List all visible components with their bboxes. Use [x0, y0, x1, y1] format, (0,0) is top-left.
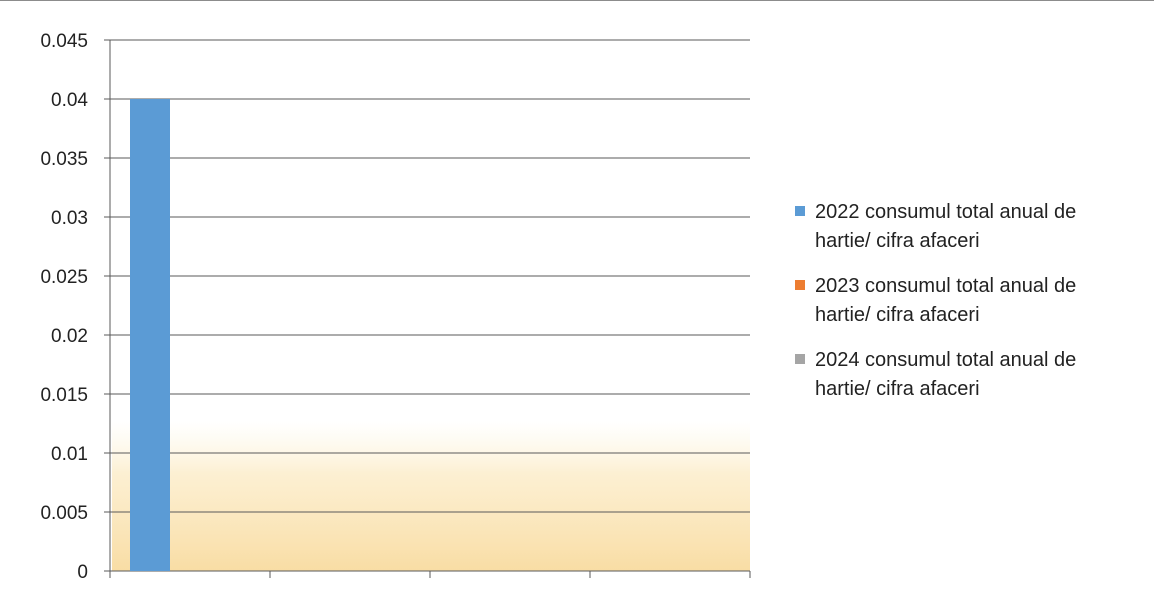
y-tick-label: 0.02: [51, 326, 88, 347]
legend-item-2024: 2024 consumul total anual de hartie/ cif…: [793, 346, 1133, 404]
bars: [130, 99, 170, 571]
legend-swatch-2022: [795, 206, 805, 216]
y-tick-label: 0.03: [51, 208, 88, 229]
legend-item-2023: 2023 consumul total anual de hartie/ cif…: [793, 272, 1133, 330]
legend-swatch-2023: [795, 280, 805, 290]
background-wash: [112, 421, 750, 571]
y-tick-label: 0.005: [40, 503, 88, 524]
y-tick-label: 0.025: [40, 267, 88, 288]
legend-swatch-2024: [795, 354, 805, 364]
y-tick-label: 0.035: [40, 149, 88, 170]
bar-2022-0: [130, 99, 170, 571]
legend-label-2023: 2023 consumul total anual de hartie/ cif…: [815, 275, 1077, 326]
y-tick-label: 0.045: [40, 31, 88, 52]
y-tick-label: 0: [77, 562, 88, 583]
legend-item-2022: 2022 consumul total anual de hartie/ cif…: [793, 198, 1133, 256]
legend-label-2024: 2024 consumul total anual de hartie/ cif…: [815, 349, 1077, 400]
legend: 2022 consumul total anual de hartie/ cif…: [793, 198, 1133, 420]
legend-label-2022: 2022 consumul total anual de hartie/ cif…: [815, 201, 1077, 252]
gridlines: [110, 39, 750, 513]
axes: 0 0.005 0.01 0.015 0.02 0.025 0.03 0.035 0.04 0.0…: [40, 31, 751, 583]
y-tick-label: 0.015: [40, 385, 88, 406]
y-tick-label: 0.04: [51, 90, 88, 111]
y-tick-label: 0.01: [51, 444, 88, 465]
